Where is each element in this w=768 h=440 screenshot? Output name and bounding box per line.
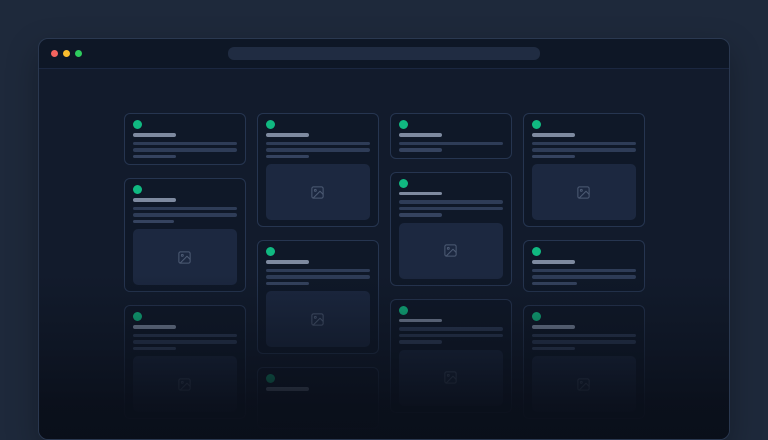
text-line-placeholder	[531, 281, 578, 285]
text-line-placeholder	[398, 141, 503, 145]
text-line-placeholder	[132, 141, 237, 145]
username-placeholder	[132, 198, 176, 202]
feed-card[interactable]	[522, 240, 645, 292]
avatar-dot	[398, 178, 408, 188]
avatar-dot	[132, 185, 142, 194]
username-placeholder	[398, 133, 442, 137]
text-line-placeholder	[531, 154, 576, 158]
image-icon	[311, 312, 324, 326]
text-line-placeholder	[531, 141, 636, 145]
text-line-placeholder	[531, 148, 636, 152]
text-line-placeholder	[398, 200, 503, 204]
feed-column	[389, 113, 512, 429]
text-line-placeholder	[265, 141, 370, 145]
traffic-light-minimize-button[interactable]	[63, 50, 70, 57]
username-placeholder	[132, 325, 176, 329]
username-placeholder	[265, 260, 309, 264]
image-icon	[444, 244, 457, 257]
window-controls	[51, 50, 82, 57]
image-placeholder	[398, 222, 503, 279]
image-icon	[311, 185, 324, 199]
image-icon	[577, 377, 590, 391]
image-placeholder	[132, 356, 237, 412]
image-placeholder	[531, 356, 636, 412]
image-placeholder	[265, 164, 370, 220]
username-placeholder	[398, 318, 442, 322]
traffic-light-zoom-button[interactable]	[75, 50, 82, 57]
avatar-dot	[132, 312, 142, 321]
address-bar[interactable]	[228, 47, 540, 60]
username-placeholder	[531, 325, 575, 329]
username-placeholder	[265, 133, 309, 137]
feed-card[interactable]	[522, 113, 645, 227]
text-line-placeholder	[132, 206, 237, 210]
avatar-dot	[531, 120, 541, 129]
avatar-dot	[132, 120, 142, 129]
image-icon	[178, 377, 191, 391]
text-line-placeholder	[398, 333, 503, 337]
username-placeholder	[531, 133, 575, 137]
text-line-placeholder	[132, 154, 177, 158]
feed-grid	[123, 69, 645, 429]
text-line-placeholder	[398, 206, 503, 210]
browser-content	[39, 69, 729, 439]
avatar-dot	[265, 247, 275, 256]
text-line-placeholder	[531, 346, 576, 350]
username-placeholder	[265, 387, 309, 391]
feed-column	[123, 113, 246, 429]
username-placeholder	[531, 260, 575, 264]
text-line-placeholder	[531, 333, 636, 337]
text-line-placeholder	[132, 219, 175, 223]
feed-card[interactable]	[123, 305, 246, 419]
avatar-dot	[531, 312, 541, 321]
feed-column	[522, 113, 645, 429]
text-line-placeholder	[398, 148, 443, 152]
avatar-dot	[398, 305, 408, 315]
text-line-placeholder	[531, 340, 636, 344]
text-line-placeholder	[132, 340, 237, 344]
text-line-placeholder	[398, 327, 503, 331]
image-icon	[444, 371, 457, 384]
browser-window	[38, 38, 730, 440]
avatar-dot	[265, 120, 275, 129]
text-line-placeholder	[132, 346, 177, 350]
text-line-placeholder	[531, 275, 636, 279]
image-icon	[178, 250, 191, 264]
text-line-placeholder	[132, 333, 237, 337]
feed-card[interactable]	[256, 367, 379, 429]
feed-card[interactable]	[389, 113, 512, 159]
text-line-placeholder	[398, 213, 443, 217]
text-line-placeholder	[265, 268, 370, 272]
avatar-dot	[265, 374, 275, 383]
feed-card[interactable]	[389, 298, 512, 413]
text-line-placeholder	[265, 148, 370, 152]
image-icon	[577, 185, 590, 199]
browser-titlebar	[39, 39, 729, 69]
feed-card[interactable]	[256, 113, 379, 227]
username-placeholder	[398, 191, 442, 195]
feed-card[interactable]	[123, 113, 246, 165]
feed-card[interactable]	[522, 305, 645, 419]
image-placeholder	[132, 229, 237, 285]
image-placeholder	[398, 349, 503, 406]
text-line-placeholder	[265, 281, 310, 285]
avatar-dot	[531, 247, 541, 256]
text-line-placeholder	[132, 213, 237, 217]
feed-column	[256, 113, 379, 429]
text-line-placeholder	[265, 275, 370, 279]
text-line-placeholder	[531, 268, 636, 272]
text-line-placeholder	[132, 148, 237, 152]
image-placeholder	[265, 291, 370, 347]
feed-card[interactable]	[123, 178, 246, 292]
image-placeholder	[531, 164, 636, 220]
username-placeholder	[132, 133, 176, 137]
text-line-placeholder	[398, 340, 443, 344]
traffic-light-close-button[interactable]	[51, 50, 58, 57]
text-line-placeholder	[265, 154, 310, 158]
avatar-dot	[398, 120, 408, 129]
feed-card[interactable]	[389, 171, 512, 286]
feed-card[interactable]	[256, 240, 379, 354]
